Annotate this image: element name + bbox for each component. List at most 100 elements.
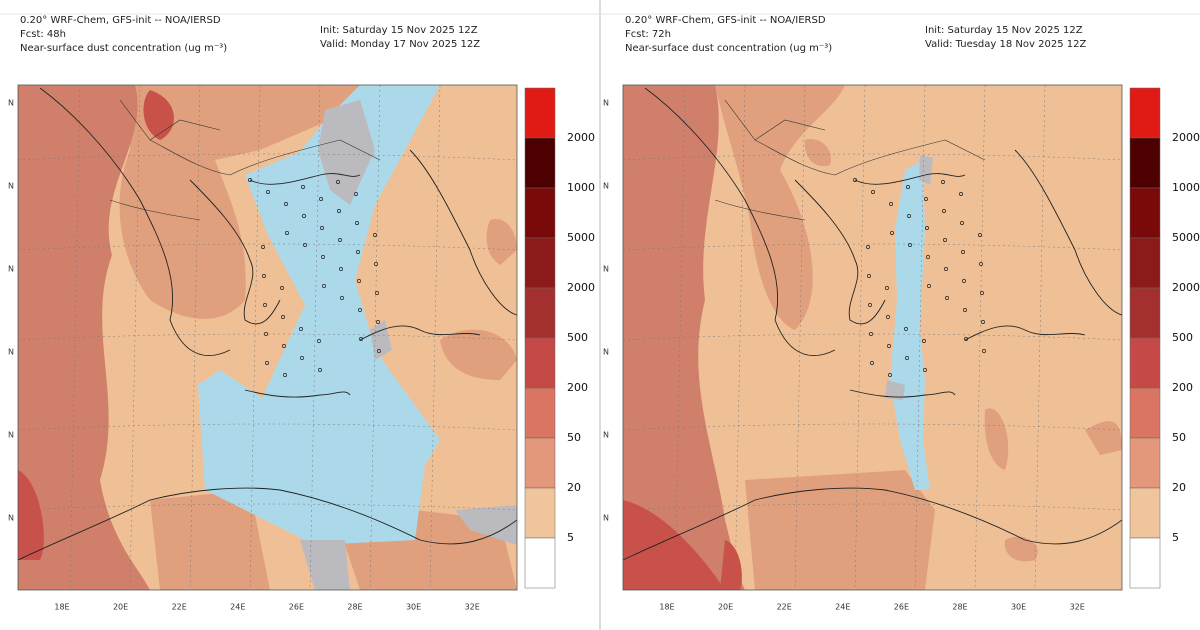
dust-region-peak [623,500,725,590]
coastline [39,87,231,356]
lon-axis: 18E 20E 22E 24E 26E 28E 30E 32E [54,603,479,612]
island [906,185,910,189]
colorbar-segment [524,487,556,539]
lon-label: 22E [777,603,792,612]
graticule [369,85,381,590]
island [285,231,289,235]
island [376,320,380,324]
map-panel: 0.20° WRF-Chem, GFS-init -- NOA/IERSD Fcs… [8,15,595,612]
lon-label: 28E [347,603,362,612]
lon-label: 18E [54,603,69,612]
lon-label: 20E [113,603,128,612]
island [924,197,928,201]
island [317,339,321,343]
graticule [623,333,1122,341]
missing-region [455,505,517,545]
graticule [429,85,441,590]
lat-axis: N N N N N N [603,99,609,523]
island [302,214,306,218]
lat-label: N [8,431,14,440]
island [904,327,908,331]
colorbar-label: 500 [567,331,588,344]
island [373,233,377,237]
colorbar-label: 2000 [567,131,595,144]
island [980,291,984,295]
title-line: 0.20° WRF-Chem, GFS-init -- NOA/IERSD [625,15,826,26]
island [337,209,341,213]
island [265,361,269,365]
island [944,267,948,271]
island [961,250,965,254]
country-border [834,139,986,176]
island [375,291,379,295]
colorbar-segment [1129,287,1161,339]
title-line: Fcst: 48h [20,29,66,40]
country-border [724,99,826,141]
island [890,231,894,235]
island [866,245,870,249]
island [340,296,344,300]
graticule [1034,85,1046,590]
island [266,190,270,194]
graticule [623,153,1122,161]
lon-axis: 18E 20E 22E 24E 26E 28E 30E 32E [659,603,1084,612]
graticule [189,85,201,590]
island [887,344,891,348]
colorbar-segment [1129,337,1161,389]
coastline [409,149,517,316]
lat-label: N [603,99,609,108]
dust-region [486,219,517,265]
colorbar-segment [524,87,556,139]
lon-label: 24E [835,603,850,612]
colorbar-label: 50 [567,431,581,444]
lon-label: 26E [894,603,909,612]
graticule [129,85,141,590]
island [926,255,930,259]
colorbar-segment [1129,537,1161,589]
graticule [309,85,321,590]
island [338,238,342,242]
coastline [644,87,836,356]
time-line: Init: Saturday 15 Nov 2025 12Z [925,25,1083,36]
colorbar-label: 20 [567,481,581,494]
map-frame [17,84,518,591]
island [282,344,286,348]
colorbar-label: 5 [1172,531,1179,544]
coastline [1014,149,1122,316]
island [923,368,927,372]
lon-label: 30E [1011,603,1026,612]
colorbar-segment [1129,137,1161,189]
country-border [714,199,806,221]
island [322,284,326,288]
island [320,226,324,230]
island [284,202,288,206]
island [264,332,268,336]
island [262,274,266,278]
island [299,327,303,331]
lat-label: N [8,514,14,523]
dust-region [119,85,360,319]
country-border [109,199,201,221]
island [280,286,284,290]
coastline [18,487,517,561]
island [871,190,875,194]
island [261,245,265,249]
colorbar: 2000 1000 5000 2000 500 200 50 20 5 [524,87,595,589]
island [377,349,381,353]
island [248,178,252,182]
lat-label: N [8,182,14,191]
island [960,221,964,225]
island [319,197,323,201]
map-panel: 0.20° WRF-Chem, GFS-init -- NOA/IERSD Fcs… [603,15,1200,612]
island [263,303,267,307]
colorbar-segment [1129,187,1161,239]
lon-label: 24E [230,603,245,612]
lat-axis: N N N N N N [8,99,14,523]
graticule [18,243,517,251]
colorbar-segment [524,337,556,389]
colorbar-segment [1129,487,1161,539]
graticule [18,333,517,341]
island [925,226,929,230]
colorbar-segment [524,387,556,439]
dust-region [984,408,1009,470]
